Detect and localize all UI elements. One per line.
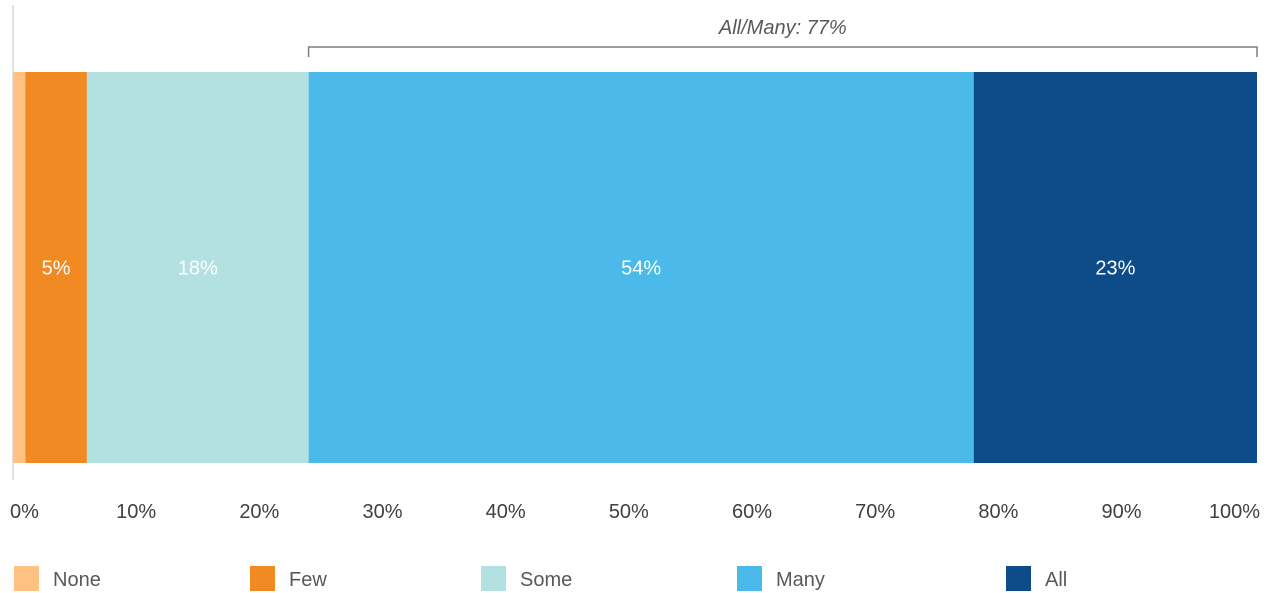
x-axis-tick-labels: 0% 10% 20% 30% 40% 50% 60% 70% 80% 90% 100% xyxy=(10,501,1260,523)
bar-segment-all xyxy=(973,72,1257,463)
bar-segment-none xyxy=(13,72,26,463)
data-label-some: 18% xyxy=(178,258,218,280)
legend-label-few: Few xyxy=(289,569,327,591)
bracket-line xyxy=(307,46,1258,57)
bar-segment-many xyxy=(308,72,974,463)
bar-segment-few xyxy=(25,72,87,463)
x-tick-label: 20% xyxy=(239,501,279,523)
segment-labels: 5% 18% 54% 23% xyxy=(42,258,1136,280)
all-many-bracket xyxy=(307,46,1258,57)
x-tick-label: 100% xyxy=(1209,501,1260,523)
data-label-all: 23% xyxy=(1095,258,1135,280)
bar-segments xyxy=(13,72,1257,463)
legend-label-all: All xyxy=(1045,569,1067,591)
x-tick-label: 50% xyxy=(609,501,649,523)
legend-label-some: Some xyxy=(520,569,572,591)
all-many-annotation: All/Many: 77% xyxy=(718,17,847,39)
legend-swatch-some xyxy=(481,566,506,591)
legend-swatch-none xyxy=(14,566,39,591)
x-tick-label: 90% xyxy=(1101,501,1141,523)
x-tick-label: 70% xyxy=(855,501,895,523)
x-tick-label: 0% xyxy=(10,501,39,523)
legend-swatch-all xyxy=(1006,566,1031,591)
x-tick-label: 40% xyxy=(486,501,526,523)
x-tick-label: 10% xyxy=(116,501,156,523)
data-label-few: 5% xyxy=(42,258,71,280)
legend-label-none: None xyxy=(53,569,101,591)
legend-swatch-many xyxy=(737,566,762,591)
legend-label-many: Many xyxy=(776,569,825,591)
legend: None Few Some Many All xyxy=(14,566,1067,591)
legend-swatch-few xyxy=(250,566,275,591)
x-tick-label: 30% xyxy=(362,501,402,523)
x-tick-label: 60% xyxy=(732,501,772,523)
bar-segment-some xyxy=(86,72,309,463)
x-tick-label: 80% xyxy=(978,501,1018,523)
data-label-many: 54% xyxy=(621,258,661,280)
